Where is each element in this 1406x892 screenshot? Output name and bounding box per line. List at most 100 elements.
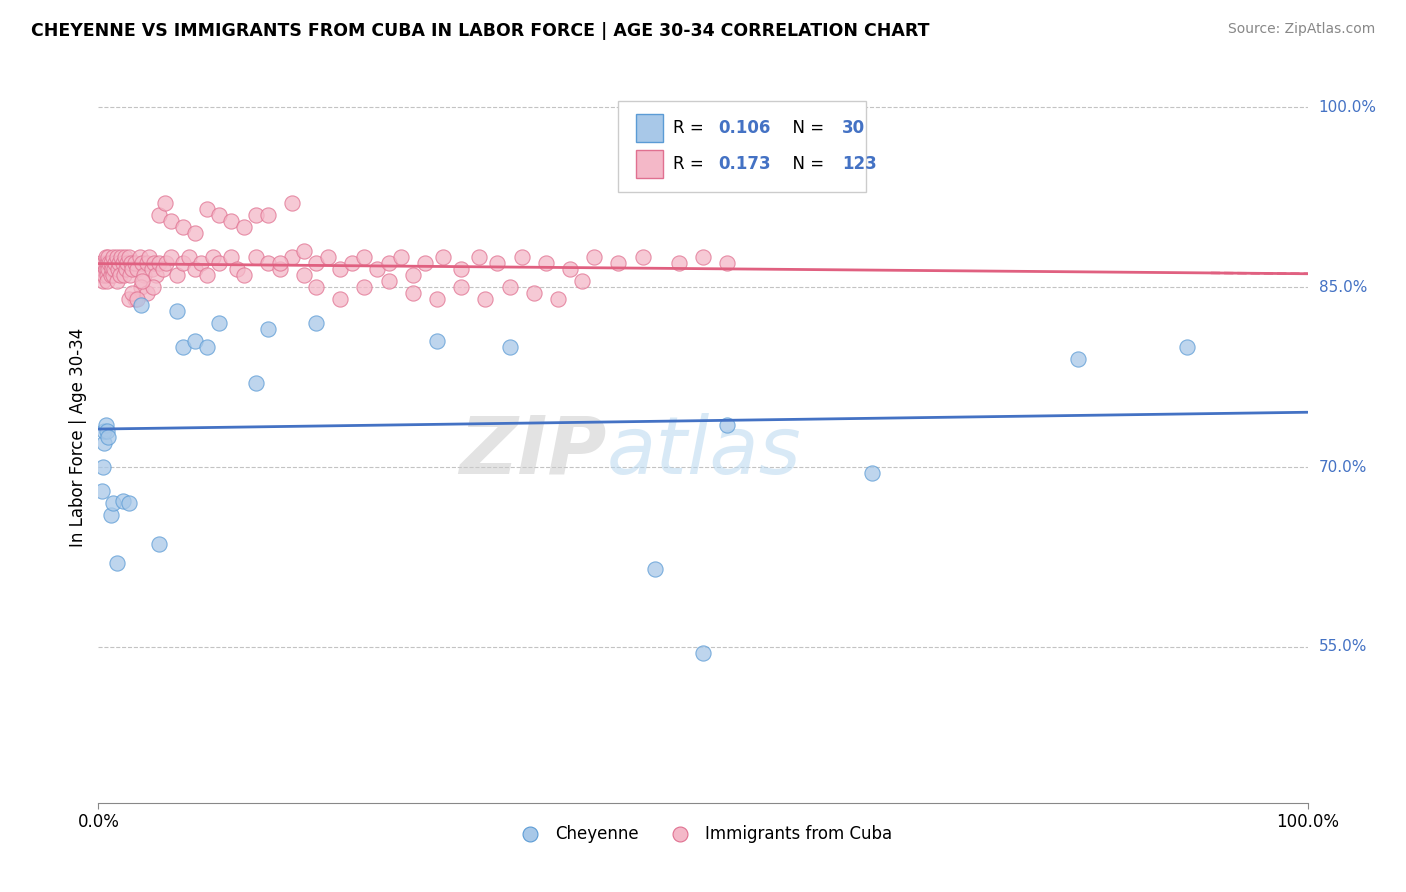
Point bbox=[184, 334, 207, 348]
Point bbox=[221, 250, 243, 264]
Point bbox=[668, 256, 690, 270]
Point bbox=[94, 418, 117, 433]
Point bbox=[402, 286, 425, 301]
Point bbox=[112, 268, 135, 283]
Point bbox=[96, 274, 118, 288]
Point bbox=[135, 256, 157, 270]
Point bbox=[1067, 352, 1090, 367]
Point bbox=[172, 220, 194, 235]
Point bbox=[450, 280, 472, 294]
Point bbox=[631, 250, 654, 264]
Point bbox=[534, 256, 557, 270]
Point bbox=[103, 262, 125, 277]
Point bbox=[184, 262, 207, 277]
Point bbox=[93, 424, 115, 438]
Point bbox=[118, 292, 141, 306]
Point bbox=[152, 262, 174, 277]
Point bbox=[91, 268, 114, 283]
Point bbox=[426, 292, 449, 306]
Text: CHEYENNE VS IMMIGRANTS FROM CUBA IN LABOR FORCE | AGE 30-34 CORRELATION CHART: CHEYENNE VS IMMIGRANTS FROM CUBA IN LABO… bbox=[31, 22, 929, 40]
Point bbox=[413, 256, 436, 270]
Point bbox=[108, 256, 131, 270]
Point bbox=[93, 268, 115, 283]
Point bbox=[245, 208, 267, 222]
Point bbox=[644, 562, 666, 576]
Point bbox=[97, 262, 120, 277]
Point bbox=[153, 196, 176, 211]
Point bbox=[111, 256, 134, 270]
Point bbox=[105, 274, 128, 288]
Point bbox=[329, 292, 352, 306]
Text: R =: R = bbox=[672, 119, 709, 136]
Point bbox=[179, 250, 201, 264]
Point bbox=[160, 250, 183, 264]
Point bbox=[148, 256, 170, 270]
Point bbox=[353, 250, 375, 264]
Text: 30: 30 bbox=[842, 119, 865, 136]
Point bbox=[432, 250, 454, 264]
Point bbox=[118, 268, 141, 283]
Text: 85.0%: 85.0% bbox=[1319, 280, 1367, 294]
Point bbox=[245, 376, 267, 391]
Point bbox=[281, 196, 304, 211]
Point bbox=[166, 304, 188, 318]
FancyBboxPatch shape bbox=[619, 101, 866, 192]
Point bbox=[692, 646, 714, 660]
Point bbox=[221, 214, 243, 228]
Text: 70.0%: 70.0% bbox=[1319, 459, 1367, 475]
Text: 0.106: 0.106 bbox=[718, 119, 770, 136]
Point bbox=[101, 496, 124, 510]
Point bbox=[160, 214, 183, 228]
Point bbox=[498, 280, 520, 294]
Point bbox=[366, 262, 388, 277]
Point bbox=[571, 274, 593, 288]
Point bbox=[426, 334, 449, 348]
Text: 100.0%: 100.0% bbox=[1319, 100, 1376, 115]
Point bbox=[129, 298, 152, 312]
Point bbox=[96, 268, 118, 283]
Text: 55.0%: 55.0% bbox=[1319, 640, 1367, 655]
Point bbox=[118, 250, 141, 264]
Point bbox=[101, 268, 124, 283]
Point bbox=[104, 256, 127, 270]
Text: ZIP: ZIP bbox=[458, 413, 606, 491]
Point bbox=[94, 262, 117, 277]
Point bbox=[716, 418, 738, 433]
Point bbox=[124, 256, 146, 270]
Point bbox=[93, 436, 115, 450]
Point bbox=[128, 250, 150, 264]
Text: N =: N = bbox=[782, 119, 830, 136]
Point bbox=[129, 280, 152, 294]
Point bbox=[145, 268, 167, 283]
Point bbox=[256, 322, 278, 336]
Point bbox=[155, 256, 177, 270]
Point bbox=[523, 286, 546, 301]
Point bbox=[124, 292, 146, 306]
Point bbox=[292, 268, 315, 283]
Point bbox=[269, 256, 291, 270]
FancyBboxPatch shape bbox=[637, 114, 664, 142]
Point bbox=[377, 274, 399, 288]
Point bbox=[342, 256, 364, 270]
Point bbox=[474, 292, 496, 306]
Point bbox=[245, 250, 267, 264]
Text: N =: N = bbox=[782, 155, 830, 173]
Point bbox=[105, 250, 128, 264]
Point bbox=[281, 250, 304, 264]
Point bbox=[208, 256, 231, 270]
Point bbox=[316, 250, 339, 264]
Point bbox=[716, 256, 738, 270]
Point bbox=[256, 208, 278, 222]
Text: atlas: atlas bbox=[606, 413, 801, 491]
Point bbox=[547, 292, 569, 306]
Point bbox=[96, 424, 118, 438]
Point bbox=[121, 262, 143, 277]
Point bbox=[131, 274, 153, 288]
Text: Source: ZipAtlas.com: Source: ZipAtlas.com bbox=[1227, 22, 1375, 37]
Point bbox=[860, 466, 883, 480]
Point bbox=[468, 250, 491, 264]
Point bbox=[190, 256, 212, 270]
Point bbox=[607, 256, 630, 270]
Point bbox=[510, 250, 533, 264]
Point bbox=[91, 262, 114, 277]
